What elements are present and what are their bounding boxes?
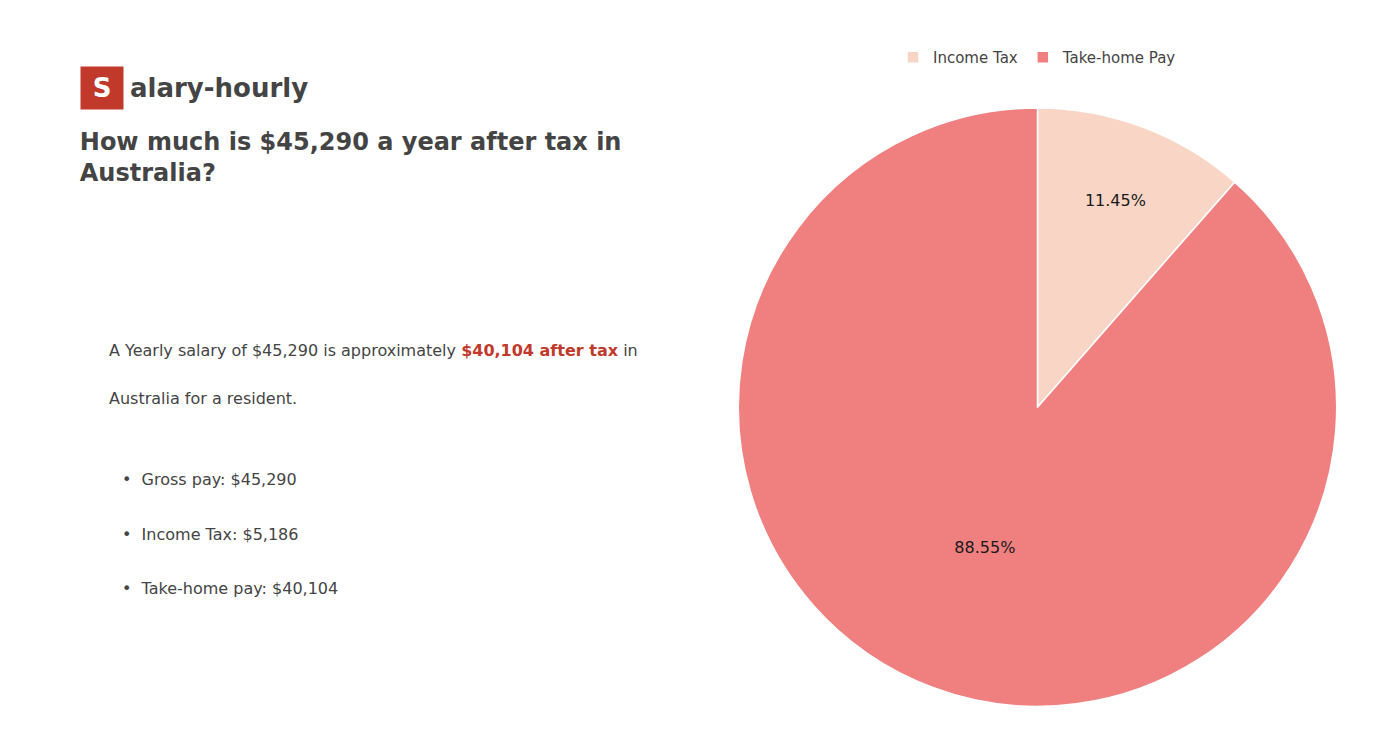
svg-text:• Take-home pay: $40,104: • Take-home pay: $40,104 [122,579,338,598]
svg-text:11.45%: 11.45% [1085,191,1146,210]
svg-text:Take-home Pay: Take-home Pay [1062,49,1176,67]
svg-text:S: S [93,73,112,103]
svg-text:Income Tax: Income Tax [933,49,1018,67]
svg-text:Australia for a resident.: Australia for a resident. [109,389,297,408]
svg-text:A Yearly salary of $45,290 is: A Yearly salary of $45,290 is approximat… [109,341,638,360]
svg-text:• Gross pay: $45,290: • Gross pay: $45,290 [122,470,297,489]
svg-text:alary-hourly: alary-hourly [130,73,308,103]
svg-text:• Income Tax: $5,186: • Income Tax: $5,186 [122,525,298,544]
svg-text:How much is $45,290 a year aft: How much is $45,290 a year after tax inA… [80,128,622,187]
svg-text:88.55%: 88.55% [954,538,1015,557]
